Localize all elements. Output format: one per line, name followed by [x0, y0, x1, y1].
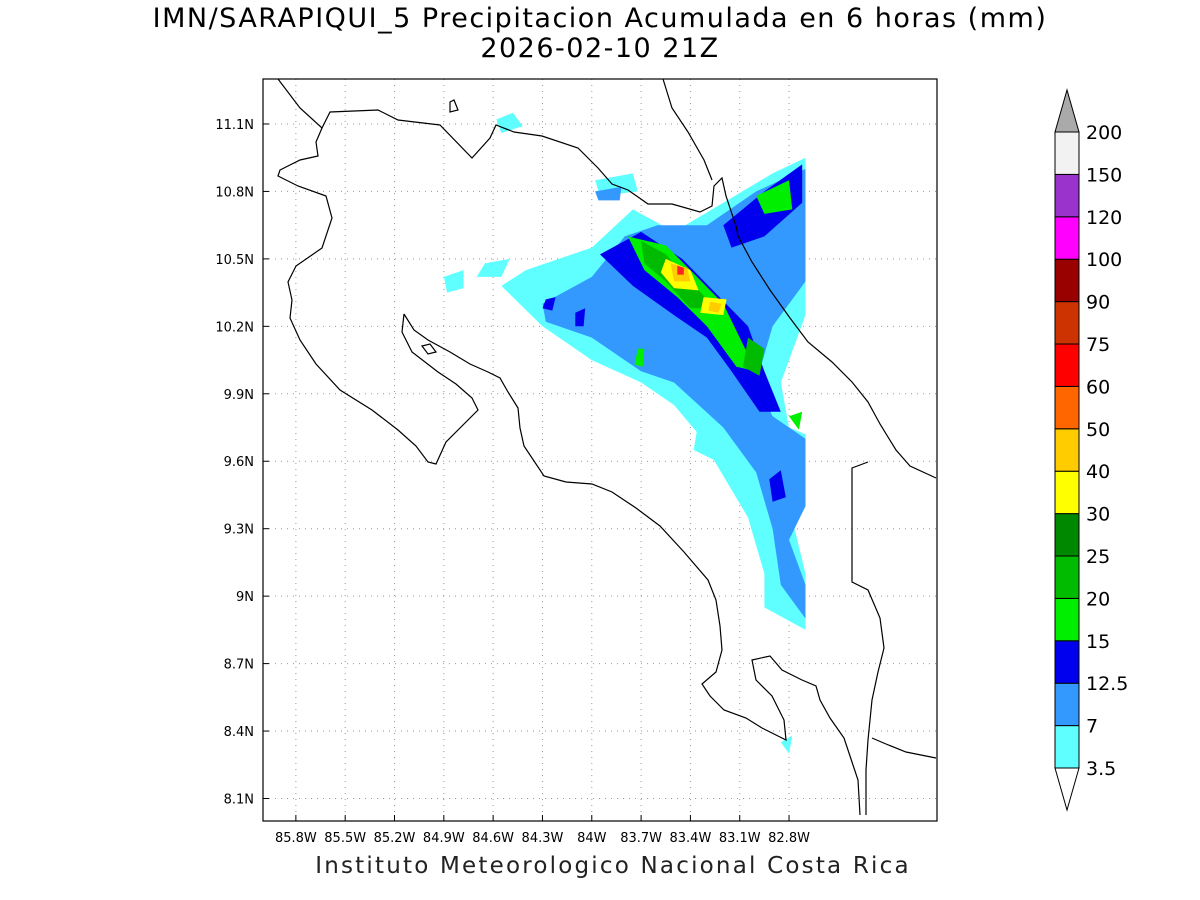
plot-frame — [262, 78, 938, 822]
map-datetime: 2026-02-10 21Z — [480, 33, 720, 64]
legend-label: 50 — [1086, 419, 1110, 441]
x-tick-label: 85.5W — [324, 831, 366, 846]
precip-area-7 — [595, 186, 622, 201]
legend-upper-arrow — [1054, 88, 1080, 133]
precip-area-12-5 — [769, 470, 786, 502]
panama-border — [851, 461, 885, 815]
legend-label: 25 — [1086, 546, 1110, 568]
x-tick-label: 84.3W — [522, 831, 564, 846]
footer-credit: Instituto Meteorologico Nacional Costa R… — [315, 853, 911, 879]
x-tick-label: 85.2W — [374, 831, 416, 846]
legend-lower-arrow — [1054, 767, 1080, 812]
precip-area-20 — [743, 337, 765, 376]
x-tick-label: 82.8W — [768, 831, 810, 846]
legend-swatch — [1054, 682, 1080, 727]
precip-area-3-5 — [476, 258, 510, 277]
precip-area-12-5 — [542, 297, 556, 311]
y-tick-label: 10.2N — [215, 320, 254, 335]
y-tick-label: 9N — [236, 590, 254, 605]
y-tick-label: 8.7N — [224, 658, 254, 673]
legend-label: 20 — [1086, 588, 1110, 610]
legend-label: 7 — [1086, 716, 1098, 738]
nicaragua-lake-edge — [662, 79, 713, 181]
legend-label: 120 — [1086, 207, 1122, 229]
legend-label: 3.5 — [1086, 758, 1116, 780]
x-tick-label: 83.7W — [620, 831, 662, 846]
legend-swatch — [1054, 173, 1080, 218]
legend-swatch — [1054, 470, 1080, 515]
y-tick-label: 10.5N — [215, 253, 254, 268]
x-tick-label: 84W — [577, 831, 607, 846]
y-tick-label: 8.1N — [224, 793, 254, 808]
caribbean-coastline — [737, 235, 937, 479]
precip-area-15 — [634, 348, 645, 367]
precip-area-60 — [677, 265, 684, 275]
y-tick-label: 9.6N — [224, 455, 254, 470]
x-tick-label: 83.1W — [719, 831, 761, 846]
map-title: IMN/SARAPIQUI_5 Precipitacion Acumulada … — [152, 3, 1048, 34]
legend-label: 30 — [1086, 504, 1110, 526]
precip-area-7 — [542, 168, 806, 619]
y-tick-label: 11.1N — [215, 118, 254, 133]
legend-swatch — [1054, 301, 1080, 345]
x-tick-label: 83.4W — [670, 831, 712, 846]
precip-area-12-5 — [600, 231, 781, 412]
nicaragua-coastline — [277, 79, 739, 237]
precip-area-15 — [756, 180, 793, 214]
nicaragua-island — [449, 99, 459, 113]
y-tick-label: 9.9N — [224, 388, 254, 403]
y-tick-label: 10.8N — [215, 185, 254, 200]
legend-label: 60 — [1086, 376, 1110, 398]
legend-swatch — [1054, 216, 1080, 260]
x-tick-label: 84.9W — [423, 831, 465, 846]
y-tick-label: 8.4N — [224, 725, 254, 740]
nicoya-gulf-coast — [403, 313, 861, 816]
nicoya-island — [420, 343, 438, 355]
precipitation-field — [443, 112, 806, 754]
legend-swatch — [1054, 131, 1080, 175]
legend-swatch — [1054, 725, 1080, 769]
legend-label: 100 — [1086, 249, 1122, 271]
legend-label: 90 — [1086, 292, 1110, 314]
coastline — [277, 79, 937, 816]
color-scale-legend: 3.5 7 12.5 15 20 25 30 40 50 60 75 90 100 120 150 200 — [1054, 88, 1128, 812]
precip-area-3-5 — [780, 735, 793, 754]
legend-swatch — [1054, 597, 1080, 642]
legend-swatch — [1054, 555, 1080, 599]
legend-label: 75 — [1086, 334, 1110, 356]
pacific-coastline-north — [277, 127, 479, 465]
legend-label: 200 — [1086, 122, 1122, 144]
legend-label: 15 — [1086, 631, 1110, 653]
legend-label: 12.5 — [1086, 673, 1128, 695]
legend-swatch — [1054, 640, 1080, 684]
legend-label: 40 — [1086, 461, 1110, 483]
precip-area-15 — [789, 411, 803, 430]
precip-area-40 — [708, 301, 722, 313]
precip-area-3-5 — [443, 270, 464, 293]
legend-swatch — [1054, 428, 1080, 472]
panama-coast — [871, 737, 937, 759]
legend-swatch — [1054, 513, 1080, 557]
legend-swatch — [1054, 385, 1080, 430]
map-axes: 85.8W 85.5W 85.2W 84.9W 84.6W 84.3W 84W 83.7W 83… — [215, 118, 810, 846]
legend-swatch — [1054, 343, 1080, 387]
precip-area-12-5 — [575, 308, 586, 327]
legend-label: 150 — [1086, 164, 1122, 186]
x-tick-label: 84.6W — [472, 831, 514, 846]
x-tick-label: 85.8W — [275, 831, 317, 846]
y-tick-label: 9.3N — [224, 523, 254, 538]
legend-swatch — [1054, 258, 1080, 303]
